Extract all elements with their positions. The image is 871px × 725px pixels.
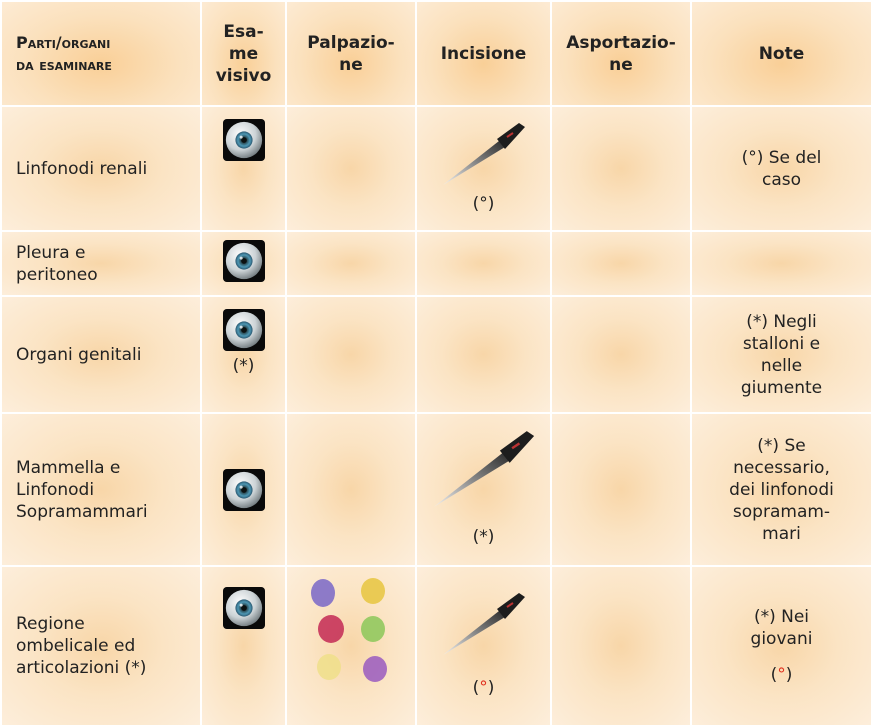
cell [550,295,692,414]
knife-icon [439,119,529,189]
header-cell: Esa- me visivo [200,0,287,107]
row: Regione ombelicale ed articolazioni (*) … [0,565,871,725]
cell [550,105,692,232]
marker: (*) [232,356,255,376]
note-cell: (°) Se del caso [690,105,871,232]
cell [550,412,692,567]
eye-icon [223,240,265,282]
eye-icon [223,309,265,351]
knife-icon [429,426,539,512]
header-row: Parti/organi da esaminare Esa- me visivo… [0,0,871,107]
marker: (°) [472,194,495,214]
cell [285,412,417,567]
eye-icon [223,119,265,161]
part-cell: Organi genitali [0,295,202,414]
cell: (*) [200,295,287,414]
note-text: (*) Nei giovani [750,607,813,649]
marker-part: ) [487,678,495,698]
part-cell: Regione ombelicale ed articolazioni (*) [0,565,202,725]
cell [550,230,692,297]
cell: (°) [415,105,552,232]
header-cell: Incisione [415,0,552,107]
marker-part: ° [777,665,786,685]
header-cell: Parti/organi da esaminare [0,0,202,107]
row: Organi genitali (*) (*) Negli stalloni e… [0,295,871,414]
cell: (*) [415,412,552,567]
part-cell: Linfonodi renali [0,105,202,232]
header-cell: Palpazio- ne [285,0,417,107]
note-cell: (*) Se necessario, dei linfonodi soprama… [690,412,871,567]
marker: (°) [698,664,865,686]
marker-part: ) [785,665,793,685]
cell [285,295,417,414]
note-cell: (*) Negli stalloni e nelle giumente [690,295,871,414]
marker-part: ° [479,678,488,698]
hands-icon [301,571,401,691]
cell [690,230,871,297]
marker-part: ( [472,678,480,698]
part-cell: Pleura e peritoneo [0,230,202,297]
row: Linfonodi renali (°) (°) Se del caso [0,105,871,232]
cell [200,565,287,725]
header-cell: Note [690,0,871,107]
cell [285,230,417,297]
cell [200,105,287,232]
marker-part: ( [770,665,778,685]
header-cell: Asportazio- ne [550,0,692,107]
row: Pleura e peritoneo [0,230,871,297]
cell [415,230,552,297]
cell [200,412,287,567]
marker: (°) [423,677,544,699]
cell [285,105,417,232]
cell: (°) [415,565,552,725]
row: Mammella e Linfonodi Sopramammari (*) (*… [0,412,871,567]
marker: (*) [472,527,495,547]
cell [415,295,552,414]
cell [200,230,287,297]
eye-icon [223,469,265,511]
note-cell: (*) Nei giovani (°) [690,565,871,725]
eye-icon [223,587,265,629]
cell [285,565,417,725]
part-cell: Mammella e Linfonodi Sopramammari [0,412,202,567]
cell [550,565,692,725]
knife-icon [439,589,529,659]
